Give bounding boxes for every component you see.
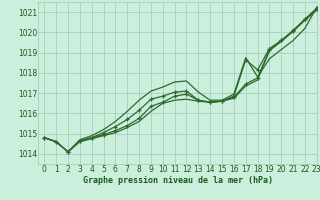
X-axis label: Graphe pression niveau de la mer (hPa): Graphe pression niveau de la mer (hPa) (83, 176, 273, 185)
